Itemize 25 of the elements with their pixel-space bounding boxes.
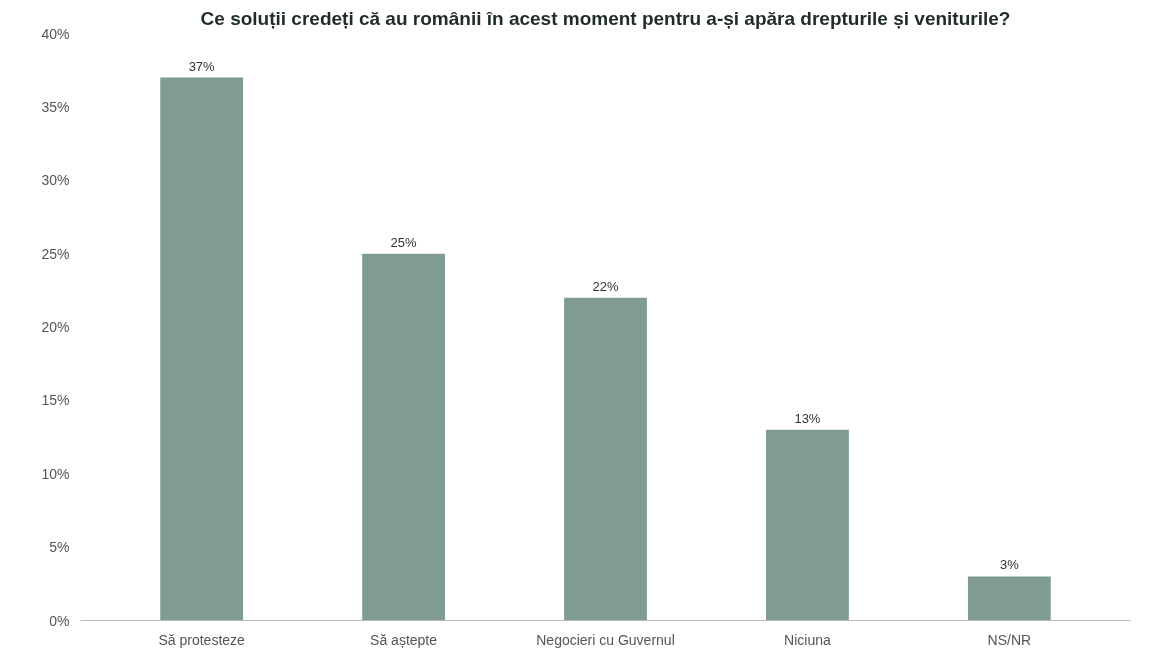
- x-tick-label: Să aștepte: [370, 631, 438, 648]
- y-tick-label: 10%: [41, 465, 70, 482]
- data-label: 22%: [592, 278, 619, 294]
- bar: [967, 576, 1051, 621]
- y-tick-label: 30%: [41, 172, 70, 189]
- y-tick-label: 15%: [41, 392, 70, 409]
- x-tick-label: Să protesteze: [158, 631, 246, 648]
- y-tick-label: 20%: [41, 319, 70, 335]
- y-tick-label: 40%: [41, 25, 70, 42]
- bar: [766, 429, 849, 621]
- y-tick-label: 0%: [49, 612, 70, 629]
- data-label: 3%: [999, 557, 1020, 573]
- data-label: 37%: [188, 58, 216, 74]
- data-label: 25%: [390, 234, 418, 250]
- x-tick-label: Niciuna: [784, 631, 831, 648]
- y-tick-label: 35%: [41, 98, 70, 115]
- y-tick-label: 5%: [49, 539, 70, 556]
- x-tick-label: Negocieri cu Guvernul: [536, 631, 675, 648]
- chart-title: Ce soluții credeți că au românii în acest moment pentru a-și apăra drepturile și veniturile?: [200, 7, 1011, 29]
- bar: [564, 297, 647, 621]
- bar: [160, 77, 244, 621]
- data-label: 13%: [794, 410, 821, 426]
- x-tick-label: NS/NR: [987, 631, 1032, 648]
- bar: [362, 253, 445, 621]
- y-tick-label: 25%: [41, 245, 70, 262]
